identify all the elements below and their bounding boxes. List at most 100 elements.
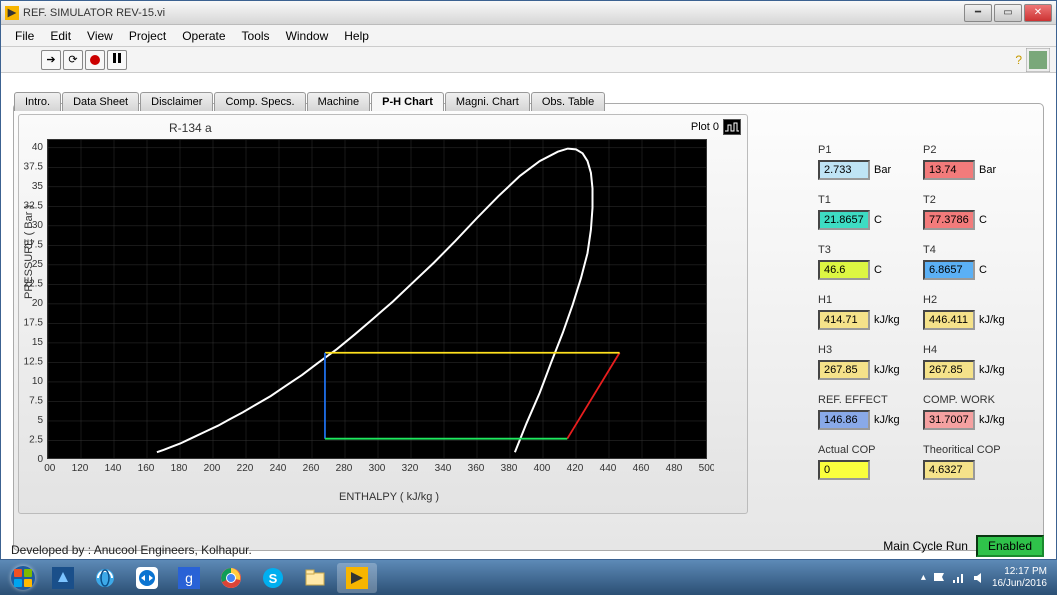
svg-text:380: 380 xyxy=(501,463,518,474)
menu-view[interactable]: View xyxy=(79,27,121,45)
y-ticks: 02.557.51012.51517.52022.52527.53032.535… xyxy=(13,136,49,462)
toolbar: ➔ ⟳ ? xyxy=(1,47,1056,73)
reading-actual-cop: 0 xyxy=(818,460,870,480)
svg-text:22.5: 22.5 xyxy=(24,278,44,289)
ph-chart xyxy=(47,139,707,459)
svg-text:200: 200 xyxy=(204,463,221,474)
svg-text:S: S xyxy=(269,571,278,586)
help-icon[interactable]: ? xyxy=(1015,53,1022,67)
menubar: File Edit View Project Operate Tools Win… xyxy=(1,25,1056,47)
x-ticks: 1001201401601802002202402602803003203403… xyxy=(44,459,714,481)
app-window: REF. SIMULATOR REV-15.vi ━ ▭ ✕ File Edit… xyxy=(0,0,1057,560)
titlebar[interactable]: REF. SIMULATOR REV-15.vi ━ ▭ ✕ xyxy=(1,1,1056,25)
svg-text:440: 440 xyxy=(600,463,617,474)
window-title: REF. SIMULATOR REV-15.vi xyxy=(23,7,962,19)
readings-panel: P12.733BarP213.74BarT121.8657CT277.3786C… xyxy=(818,144,1028,494)
svg-text:10: 10 xyxy=(32,376,44,387)
tab-strip: Intro.Data SheetDisclaimerComp. Specs.Ma… xyxy=(14,92,606,111)
tab-magni-chart[interactable]: Magni. Chart xyxy=(445,92,530,111)
svg-text:160: 160 xyxy=(138,463,155,474)
tray-clock[interactable]: 12:17 PM 16/Jun/2016 xyxy=(992,566,1047,590)
tray-sound-icon[interactable] xyxy=(972,571,986,585)
svg-text:30: 30 xyxy=(32,220,44,231)
svg-text:40: 40 xyxy=(32,142,44,153)
svg-text:25: 25 xyxy=(32,259,44,270)
tab-comp-specs-[interactable]: Comp. Specs. xyxy=(214,92,305,111)
pause-button[interactable] xyxy=(107,50,127,70)
content: REFRIGERATION TEST RIG SIMULATOR Intro.D… xyxy=(1,73,1056,559)
menu-help[interactable]: Help xyxy=(336,27,377,45)
tab-machine[interactable]: Machine xyxy=(307,92,371,111)
menu-file[interactable]: File xyxy=(7,27,42,45)
svg-text:400: 400 xyxy=(534,463,551,474)
tab-obs-table[interactable]: Obs. Table xyxy=(531,92,605,111)
labview-icon xyxy=(5,6,19,20)
reading-p2: 13.74 xyxy=(923,160,975,180)
svg-text:180: 180 xyxy=(171,463,188,474)
reading-h3: 267.85 xyxy=(818,360,870,380)
fluid-label: R-134 a xyxy=(169,121,212,135)
plot-legend[interactable]: Plot 0 xyxy=(691,119,741,135)
taskbar-labview[interactable] xyxy=(337,563,377,593)
taskbar-ie[interactable] xyxy=(85,563,125,593)
system-tray[interactable]: ▴ 12:17 PM 16/Jun/2016 xyxy=(921,566,1053,590)
reading-comp-work: 31.7007 xyxy=(923,410,975,430)
svg-text:17.5: 17.5 xyxy=(24,317,44,328)
menu-window[interactable]: Window xyxy=(278,27,337,45)
svg-text:340: 340 xyxy=(435,463,452,474)
menu-tools[interactable]: Tools xyxy=(234,27,278,45)
reading-theoritical-cop: 4.6327 xyxy=(923,460,975,480)
menu-operate[interactable]: Operate xyxy=(174,27,233,45)
menu-edit[interactable]: Edit xyxy=(42,27,79,45)
svg-text:280: 280 xyxy=(336,463,353,474)
taskbar-mediaplayer[interactable] xyxy=(43,563,83,593)
svg-text:35: 35 xyxy=(32,181,44,192)
svg-text:5: 5 xyxy=(37,415,43,426)
reading-t2: 77.3786 xyxy=(923,210,975,230)
reading-p1: 2.733 xyxy=(818,160,870,180)
reading-t1: 21.8657 xyxy=(818,210,870,230)
svg-text:140: 140 xyxy=(105,463,122,474)
start-button[interactable] xyxy=(4,563,42,593)
svg-text:460: 460 xyxy=(633,463,650,474)
tab-body: R-134 a Plot 0 PRESSURE ( Bar ) 02.557.5… xyxy=(18,114,748,514)
svg-text:100: 100 xyxy=(44,463,56,474)
svg-text:g: g xyxy=(185,570,193,586)
menu-project[interactable]: Project xyxy=(121,27,174,45)
tray-network-icon[interactable] xyxy=(952,571,966,585)
reading-t4: 6.8657 xyxy=(923,260,975,280)
svg-text:27.5: 27.5 xyxy=(24,239,44,250)
svg-text:12.5: 12.5 xyxy=(24,356,44,367)
taskbar-explorer[interactable] xyxy=(295,563,335,593)
svg-text:120: 120 xyxy=(72,463,89,474)
run-button[interactable]: ➔ xyxy=(41,50,61,70)
svg-text:360: 360 xyxy=(468,463,485,474)
tab-data-sheet[interactable]: Data Sheet xyxy=(62,92,139,111)
taskbar-teamviewer[interactable] xyxy=(127,563,167,593)
svg-text:20: 20 xyxy=(32,298,44,309)
svg-text:320: 320 xyxy=(402,463,419,474)
tab-intro-[interactable]: Intro. xyxy=(14,92,61,111)
enabled-indicator[interactable]: Enabled xyxy=(976,535,1044,557)
close-button[interactable]: ✕ xyxy=(1024,4,1052,22)
reading-h4: 267.85 xyxy=(923,360,975,380)
main-panel: Intro.Data SheetDisclaimerComp. Specs.Ma… xyxy=(13,103,1044,551)
vi-icon[interactable] xyxy=(1026,48,1050,72)
tray-arrow-icon[interactable]: ▴ xyxy=(921,572,926,583)
tray-flag-icon[interactable] xyxy=(932,571,946,585)
developer-credit: Developed by : Anucool Engineers, Kolhap… xyxy=(11,543,252,557)
svg-text:0: 0 xyxy=(37,454,43,462)
svg-text:2.5: 2.5 xyxy=(29,434,43,445)
tab-disclaimer[interactable]: Disclaimer xyxy=(140,92,213,111)
reading-ref-effect: 146.86 xyxy=(818,410,870,430)
run-continuous-button[interactable]: ⟳ xyxy=(63,50,83,70)
svg-text:32.5: 32.5 xyxy=(24,200,44,211)
taskbar-skype[interactable]: S xyxy=(253,563,293,593)
taskbar-google[interactable]: g xyxy=(169,563,209,593)
minimize-button[interactable]: ━ xyxy=(964,4,992,22)
abort-button[interactable] xyxy=(85,50,105,70)
maximize-button[interactable]: ▭ xyxy=(994,4,1022,22)
taskbar-chrome[interactable] xyxy=(211,563,251,593)
tab-p-h-chart[interactable]: P-H Chart xyxy=(371,92,444,111)
svg-text:300: 300 xyxy=(369,463,386,474)
